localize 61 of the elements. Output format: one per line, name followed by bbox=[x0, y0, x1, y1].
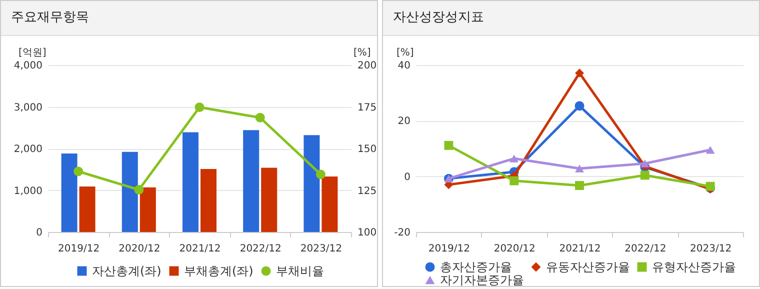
bar bbox=[261, 168, 278, 232]
legend-label: 유동자산증가율 bbox=[546, 260, 630, 274]
legend-label: 부채비율 bbox=[276, 264, 324, 278]
legend-label: 유형자산증가율 bbox=[652, 260, 736, 274]
legend-label: 자산총계(좌) bbox=[92, 264, 162, 278]
bar bbox=[243, 130, 260, 232]
point bbox=[640, 170, 650, 180]
y2-tick-label: 100 bbox=[358, 228, 377, 238]
y2-tick-label: 175 bbox=[358, 102, 377, 114]
legend-label: 자기자본증가율 bbox=[440, 273, 524, 287]
legend-label: 총자산증가율 bbox=[440, 260, 512, 274]
point bbox=[510, 176, 519, 186]
point bbox=[575, 164, 584, 172]
bar bbox=[304, 135, 320, 232]
y-tick-label: -20 bbox=[394, 228, 410, 238]
bar bbox=[140, 187, 156, 232]
point bbox=[316, 170, 326, 180]
y-tick-label: 1,000 bbox=[14, 186, 42, 197]
bar bbox=[322, 176, 338, 232]
x-tick-label: 2022/12 bbox=[240, 244, 282, 254]
y-tick-label: 3,000 bbox=[14, 102, 42, 114]
y-tick-label: 20 bbox=[398, 116, 410, 128]
x-tick-label: 2021/12 bbox=[179, 244, 221, 254]
point bbox=[640, 160, 650, 168]
point bbox=[706, 146, 715, 154]
x-tick-label: 2022/12 bbox=[624, 244, 666, 254]
x-tick-label: 2019/12 bbox=[428, 244, 470, 254]
point bbox=[134, 185, 144, 194]
y-tick-label: 40 bbox=[398, 60, 410, 72]
y-tick-label: 0 bbox=[36, 228, 42, 238]
y2-tick-label: 150 bbox=[358, 144, 377, 155]
x-tick-label: 2023/12 bbox=[300, 244, 342, 254]
chart-title: 주요재무항목 bbox=[1, 1, 377, 36]
y-axis-title: [%] bbox=[396, 48, 414, 58]
y-tick-label: 0 bbox=[404, 172, 410, 183]
point bbox=[194, 102, 204, 112]
y-axis-title: [억원] bbox=[18, 48, 46, 58]
y2-axis-title: [%] bbox=[354, 48, 371, 58]
bar bbox=[200, 168, 216, 232]
x-tick-label: 2023/12 bbox=[690, 244, 732, 254]
x-tick-label: 2020/12 bbox=[494, 244, 536, 254]
legend-label: 부채총계(좌) bbox=[184, 264, 254, 278]
point bbox=[255, 112, 265, 122]
point bbox=[574, 101, 584, 111]
x-tick-label: 2020/12 bbox=[118, 244, 160, 254]
y-tick-label: 2,000 bbox=[14, 144, 42, 155]
point bbox=[510, 154, 519, 162]
point bbox=[575, 181, 584, 190]
y2-tick-label: 200 bbox=[358, 60, 377, 72]
chart-title: 자산성장성지표 bbox=[383, 1, 759, 36]
x-tick-label: 2021/12 bbox=[559, 244, 601, 254]
bar bbox=[61, 154, 78, 232]
point bbox=[74, 166, 84, 176]
bar bbox=[122, 152, 138, 232]
point bbox=[575, 68, 584, 78]
y2-tick-label: 125 bbox=[358, 186, 377, 197]
y-tick-label: 4,000 bbox=[14, 60, 42, 72]
point bbox=[444, 140, 454, 150]
bar bbox=[182, 132, 198, 232]
bar bbox=[79, 186, 96, 232]
x-tick-label: 2019/12 bbox=[58, 244, 100, 254]
